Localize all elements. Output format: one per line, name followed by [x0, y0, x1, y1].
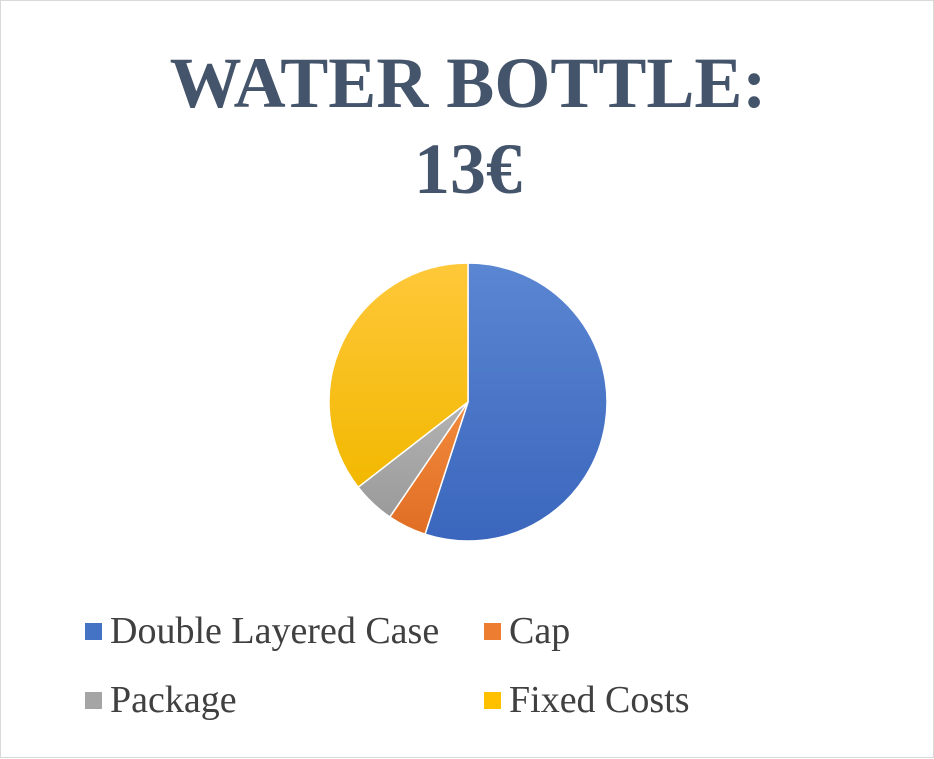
legend-entry-package: Package [85, 678, 237, 722]
legend-swatch [484, 691, 501, 709]
legend-swatch [85, 691, 102, 709]
legend-entry-double-layered-case: Double Layered Case [85, 609, 439, 653]
legend-label: Fixed Costs [509, 679, 690, 721]
legend-label: Double Layered Case [110, 610, 440, 652]
legend-label: Package [110, 679, 237, 721]
chart-subtitle: 13€ [414, 129, 522, 209]
pie-slice-fixed-costs [328, 262, 469, 489]
chart-title: WATER BOTTLE: [169, 43, 767, 123]
legend-label: Cap [509, 610, 571, 652]
legend-swatch [85, 622, 102, 640]
legend-entry-cap: Cap [484, 609, 570, 653]
legend-entry-fixed-costs: Fixed Costs [484, 678, 690, 722]
pie-slice-double-layered-case [424, 262, 608, 542]
legend-swatch [484, 622, 501, 640]
